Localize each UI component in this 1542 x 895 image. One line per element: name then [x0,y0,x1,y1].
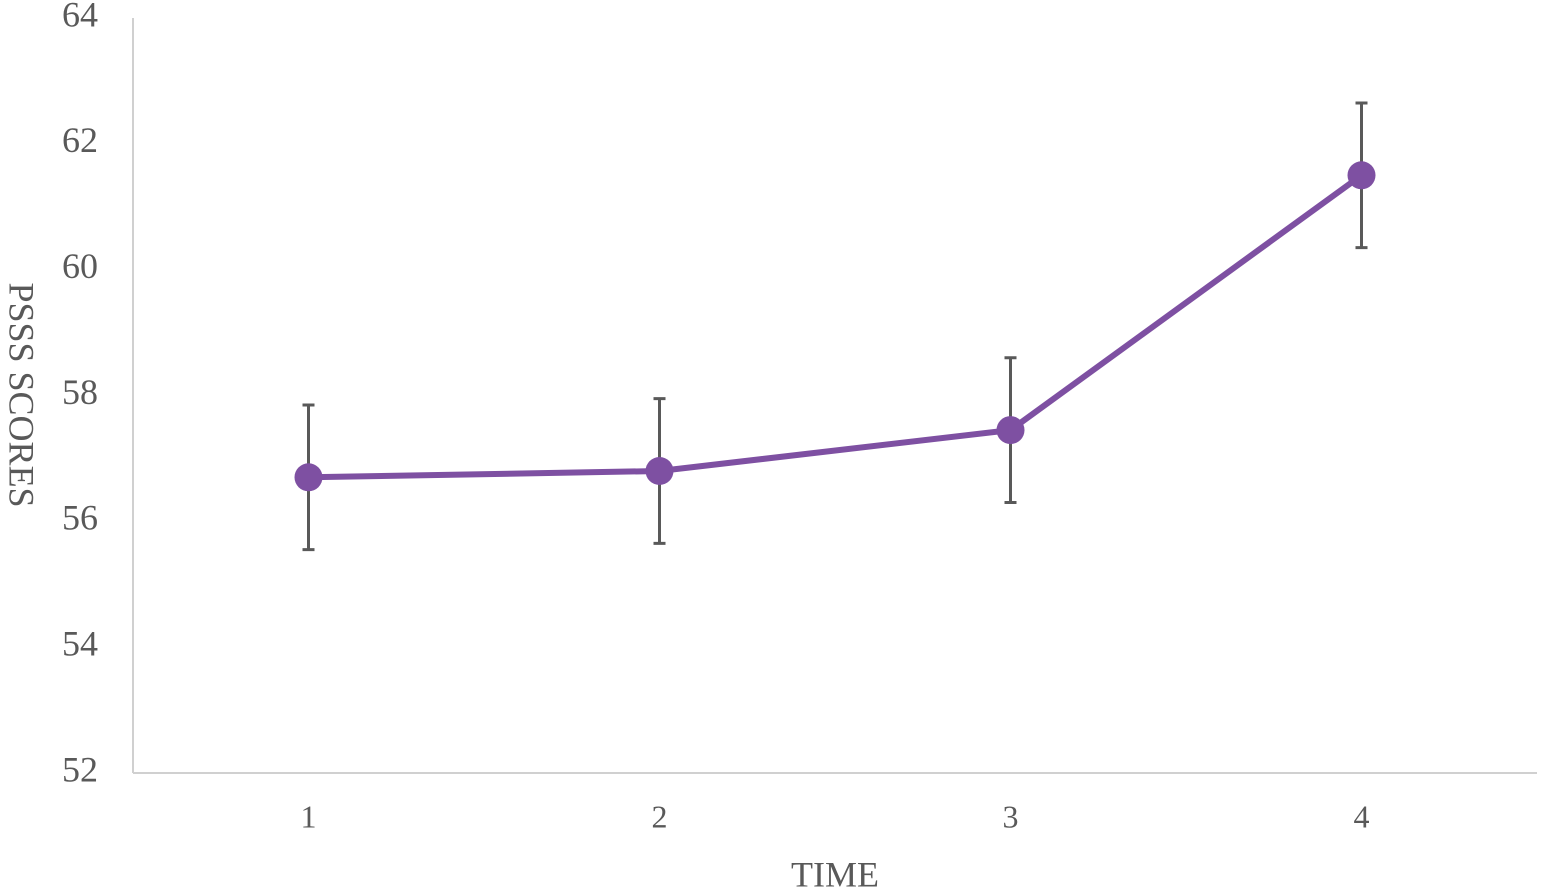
y-tick-label: 62 [62,120,98,160]
y-tick-label: 60 [62,246,98,286]
x-tick-label: 4 [1354,798,1370,834]
data-line [308,172,1364,481]
data-point [294,463,323,492]
y-tick-label: 54 [62,623,98,663]
y-tick-label: 52 [62,749,98,789]
x-tick-label: 2 [652,798,668,834]
y-axis-title: PSSS SCORES [2,282,42,507]
y-tick-label: 58 [62,372,98,412]
x-axis-title: TIME [791,854,879,894]
x-tick-label: 1 [301,798,317,834]
y-tick-label: 64 [62,0,98,34]
data-point [1347,161,1376,190]
y-tick-label: 56 [62,498,98,538]
x-tick-label: 3 [1003,798,1019,834]
data-point [996,416,1025,445]
data-point [645,457,674,485]
